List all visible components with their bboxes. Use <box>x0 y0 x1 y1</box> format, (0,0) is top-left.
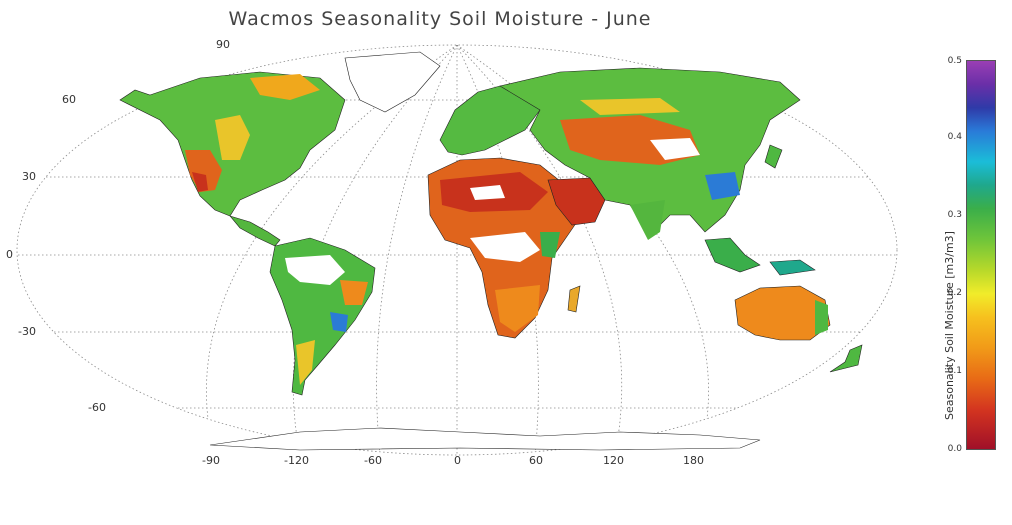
lon-label-m90: -90 <box>202 454 220 467</box>
lon-label-m60: -60 <box>364 454 382 467</box>
lat-label-90: 90 <box>216 38 230 51</box>
na-arid-sw <box>192 172 208 192</box>
central-america <box>229 215 281 247</box>
sahara-no-data <box>470 185 505 200</box>
china-wet <box>705 172 740 200</box>
map-title: Wacmos Seasonality Soil Moisture - June <box>228 8 652 30</box>
amazon-no-data <box>285 255 345 285</box>
japan <box>764 144 783 169</box>
southeast-asia <box>704 237 761 273</box>
lon-label-0: 0 <box>454 454 461 467</box>
na-arctic <box>250 74 320 100</box>
australia-east-coast <box>815 300 828 335</box>
gobi-no-data <box>650 138 700 160</box>
colorbar-tick-4: 0.4 <box>947 132 962 142</box>
map-boundary <box>16 44 898 456</box>
lon-label-180: 180 <box>683 454 704 467</box>
lon-label-120: 120 <box>603 454 624 467</box>
colorbar-label: Seasonality Soil Moisture [m3/m3] <box>943 231 956 420</box>
lat-label-m60: -60 <box>88 401 106 414</box>
land-layer <box>119 51 863 451</box>
colorbar-tick-1: 0.1 <box>947 366 962 376</box>
lat-label-30: 30 <box>22 170 36 183</box>
lon-label-m120: -120 <box>284 454 309 467</box>
longitude-labels: -90 -120 -60 0 60 120 180 <box>202 454 704 467</box>
lat-label-60: 60 <box>62 93 76 106</box>
new-zealand <box>829 344 863 373</box>
india <box>630 200 665 240</box>
sa-wet-pampas <box>330 312 348 332</box>
sa-dry-east <box>340 280 368 305</box>
southern-africa <box>495 285 540 332</box>
colorbar-tick-2: 0.2 <box>947 288 962 298</box>
colorbar-tick-3: 0.3 <box>947 210 962 220</box>
lon-label-60: 60 <box>529 454 543 467</box>
east-africa-wet <box>540 232 560 258</box>
world-map: 90 60 30 0 -30 -60 -90 -120 -60 0 60 120… <box>6 38 898 467</box>
central-africa-no-data <box>470 232 540 262</box>
lat-label-m30: -30 <box>18 325 36 338</box>
europe <box>439 85 541 156</box>
patagonia <box>296 340 315 385</box>
greenland <box>344 51 441 113</box>
lat-label-0: 0 <box>6 248 13 261</box>
colorbar-tick-0: 0.0 <box>947 444 962 454</box>
new-guinea <box>769 259 816 276</box>
latitude-labels: 90 60 30 0 -30 -60 <box>6 38 230 414</box>
colorbar <box>966 60 996 450</box>
colorbar-tick-5: 0.5 <box>947 56 962 66</box>
na-dry-west <box>185 150 222 192</box>
steppe <box>580 98 680 115</box>
antarctica <box>209 427 761 451</box>
na-plains <box>215 115 250 160</box>
madagascar <box>567 285 581 313</box>
